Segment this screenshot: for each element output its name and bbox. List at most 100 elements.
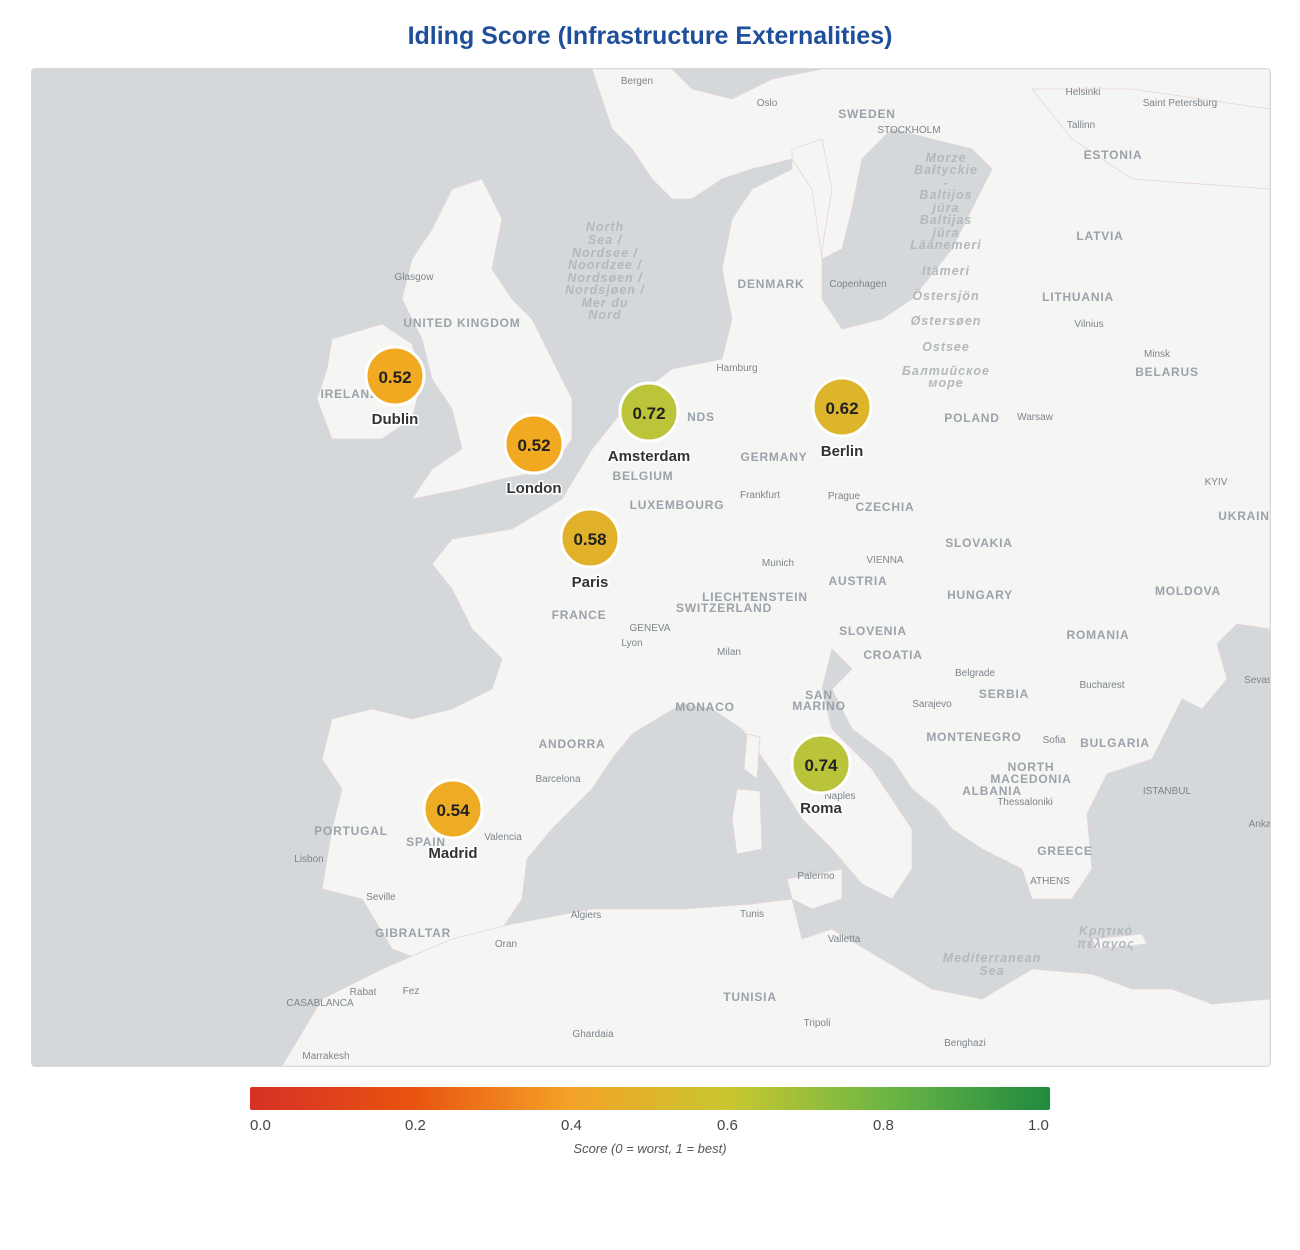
country-label: PORTUGAL [314,824,388,838]
country-label: TUNISIA [723,990,777,1004]
city-label: Lisbon [294,854,323,865]
country-label: POLAND [944,411,999,425]
city-label: Tripoli [804,1018,831,1029]
sea-label: Mer du [582,296,629,310]
city-label: Tunis [740,909,764,920]
country-label: MONACO [675,700,734,714]
country-label: UNITED KINGDOM [403,316,520,330]
city-marker-berlin[interactable]: 0.62 Berlin [811,376,873,462]
country-label: SLOVAKIA [945,536,1013,550]
country-label: SAN [805,688,833,702]
city-label: Oran [495,939,517,950]
legend-tick: 0.6 [717,1117,738,1134]
city-label: Anka [1249,819,1270,830]
sea-label: море [928,376,963,390]
city-label: Vilnius [1074,319,1103,330]
page-title: Idling Score (Infrastructure Externaliti… [407,22,893,50]
country-label: MACEDONIA [990,772,1071,786]
country-label: DENMARK [738,277,805,291]
country-label: AUSTRIA [829,574,888,588]
map-canvas[interactable]: North Sea / Nordsee / Noordzee / Nordsøe… [32,69,1270,1066]
marker-city-name: Dublin [372,411,419,428]
marker-circle [422,778,484,840]
map-view[interactable]: North Sea / Nordsee / Noordzee / Nordsøe… [31,68,1271,1067]
marker-city-name: Madrid [428,845,477,862]
sea-label: Östersjön [912,288,979,303]
city-label: Helsinki [1065,87,1100,98]
marker-city-name: Amsterdam [608,448,691,465]
sea-label: Балтийское [902,364,990,378]
city-label: Prague [828,491,861,502]
sea-label: jūra [931,201,960,215]
city-label: Benghazi [944,1038,986,1049]
city-label: Algiers [571,910,602,921]
city-label: ATHENS [1030,876,1070,887]
city-label: Munich [762,558,794,569]
sea-label: Noordzee / [568,258,642,272]
city-label: Saint Petersburg [1143,98,1218,109]
sea-label: Sea / [588,233,623,247]
city-label: Belgrade [955,668,995,679]
legend-tick: 0.0 [250,1117,271,1134]
legend-caption: Score (0 = worst, 1 = best) [573,1141,727,1156]
country-label: ROMANIA [1067,628,1130,642]
marker-city-name: Berlin [821,443,864,460]
city-label: Warsaw [1017,412,1054,423]
city-label: Bergen [621,76,653,87]
country-labels: SWEDEN ESTONIA LATVIA LITHUANIA BELARUS … [314,107,1269,1004]
marker-circle [790,733,852,795]
marker-circle [559,507,621,569]
sea-label: Nordsee / [572,246,638,260]
marker-city-name: Roma [800,800,842,817]
city-label: Copenhagen [829,279,886,290]
city-label: Hamburg [716,363,757,374]
city-marker-amsterdam[interactable]: 0.72 Amsterdam [606,381,692,467]
city-label: Ghardaia [572,1029,614,1040]
city-label: Seville [366,892,396,903]
sea-label: Nord [588,308,621,322]
city-label: Sarajevo [912,699,952,710]
marker-score: 0.74 [804,756,838,775]
country-label: ALBANIA [962,784,1022,798]
marker-circle [503,413,565,475]
country-label: LATVIA [1076,229,1123,243]
marker-city-name: Paris [572,574,609,591]
country-label: BELARUS [1135,365,1199,379]
country-label: LITHUANIA [1042,290,1114,304]
city-label: Marrakesh [302,1051,349,1062]
city-marker-roma[interactable]: 0.74 Roma [790,733,852,819]
legend-tick: 1.0 [1028,1117,1049,1134]
city-marker-dublin[interactable]: 0.52 Dublin [364,345,426,430]
city-label: Rabat [350,987,377,998]
sea-label: πέλαγος [1077,937,1135,951]
city-marker-paris[interactable]: 0.58 Paris [559,507,621,593]
country-label: GERMANY [741,450,808,464]
city-label: CASABLANCA [286,998,354,1009]
country-label: CZECHIA [856,500,915,514]
country-label: LUXEMBOURG [630,498,725,512]
marker-circle [364,345,426,407]
city-marker-madrid[interactable]: 0.54 Madrid [422,778,484,864]
city-label: ISTANBUL [1143,786,1192,797]
sea-label: Ostsee [922,340,970,354]
marker-circle [811,376,873,438]
city-label: Frankfurt [740,490,780,501]
city-marker-london[interactable]: 0.52 London [503,413,565,499]
city-label: Oslo [757,98,778,109]
marker-city-name: London [507,480,562,497]
country-label: SWITZERLAND [676,601,772,615]
city-label: Valencia [484,832,522,843]
country-label: CROATIA [863,648,922,662]
country-label: SERBIA [979,687,1029,701]
sea-label: North [586,220,624,234]
country-label: UKRAIN [1218,509,1269,523]
sea-label: Mediterranean [943,951,1041,965]
country-label: ESTONIA [1084,148,1143,162]
city-label: GENEVA [630,623,671,634]
country-label: SLOVENIA [839,624,907,638]
country-label: LIECHTENSTEIN [702,590,808,604]
city-labels: Bergen Oslo STOCKHOLM Helsinki Saint Pet… [286,76,1270,1062]
city-label: Naples [824,791,855,802]
city-label: Lyon [621,638,642,649]
city-label: Sofia [1043,735,1066,746]
